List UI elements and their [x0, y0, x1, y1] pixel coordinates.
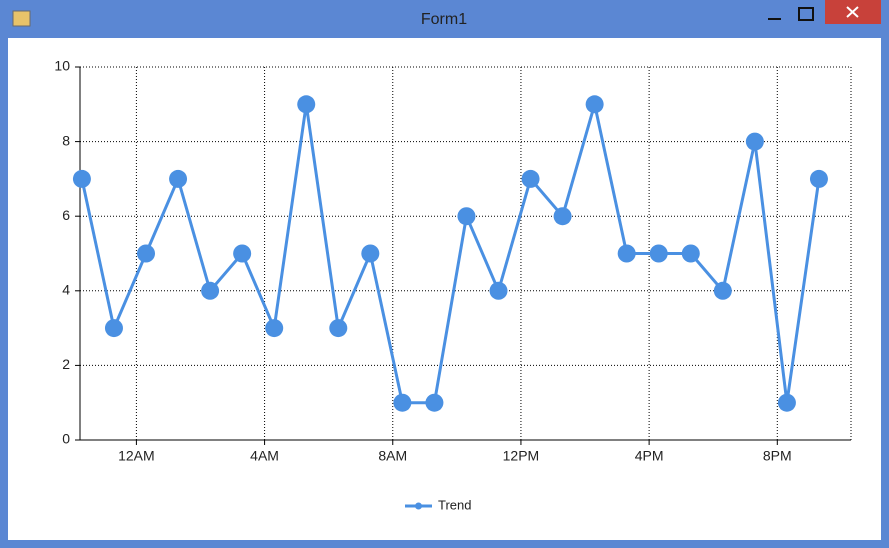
data-point [489, 281, 508, 300]
data-point [585, 95, 604, 114]
data-point [809, 169, 828, 188]
data-point [361, 244, 380, 263]
data-point [201, 281, 220, 300]
data-point [681, 244, 700, 263]
y-tick-label: 2 [62, 356, 70, 372]
x-tick-label: 8PM [763, 448, 792, 464]
data-point [521, 169, 540, 188]
data-point [72, 169, 91, 188]
data-point [233, 244, 252, 263]
legend-label: Trend [438, 497, 471, 512]
y-tick-label: 6 [62, 207, 70, 223]
data-point [104, 319, 123, 338]
data-point [169, 169, 188, 188]
legend-marker [415, 502, 422, 510]
x-tick-label: 12PM [503, 448, 540, 464]
x-tick-label: 4AM [250, 448, 279, 464]
x-tick-label: 4PM [635, 448, 664, 464]
data-point [297, 95, 316, 114]
data-point [393, 393, 412, 412]
app-icon [12, 10, 31, 27]
data-point [457, 207, 476, 226]
data-point [553, 207, 572, 226]
data-point [649, 244, 668, 263]
y-tick-label: 4 [62, 282, 70, 298]
y-tick-label: 10 [54, 58, 70, 74]
close-icon [846, 6, 859, 18]
x-tick-label: 8AM [378, 448, 407, 464]
data-point [329, 319, 348, 338]
data-point [777, 393, 796, 412]
window-title: Form1 [421, 11, 467, 28]
y-tick-label: 0 [62, 431, 70, 447]
data-point [265, 319, 284, 338]
data-point [425, 393, 444, 412]
data-point [137, 244, 156, 263]
data-point [745, 132, 764, 151]
maximize-button[interactable] [798, 7, 814, 21]
data-point [713, 281, 732, 300]
data-point [617, 244, 636, 263]
client-area [8, 38, 881, 540]
y-tick-label: 8 [62, 132, 70, 148]
x-tick-label: 12AM [118, 448, 155, 464]
